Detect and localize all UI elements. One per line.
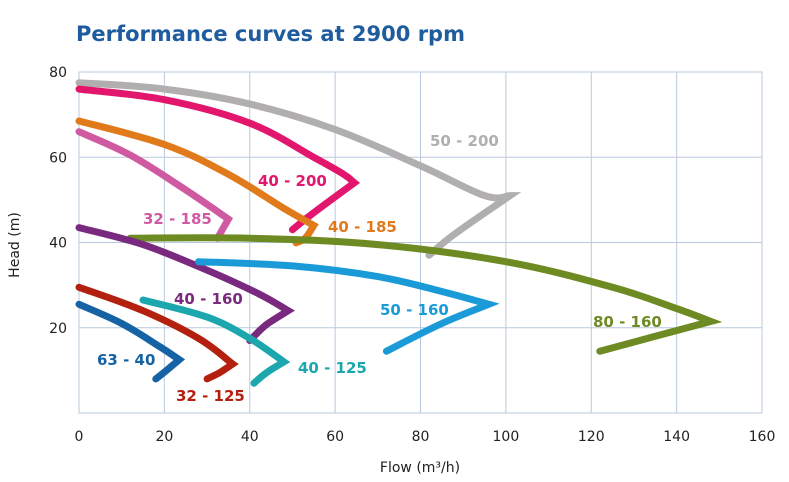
series-line-32-125 <box>75 283 239 383</box>
series-line-80-160 <box>126 234 723 355</box>
y-axis-label: Head (m) <box>7 212 23 278</box>
x-tick-label: 60 <box>326 429 344 445</box>
grid <box>78 71 763 414</box>
x-tick-label: 0 <box>75 429 84 445</box>
x-tick-label: 140 <box>663 429 690 445</box>
series-labels: 50 - 200 40 - 200 40 - 185 32 - 185 80 - 160… <box>97 132 662 405</box>
series-label-80-160: 80 - 160 <box>593 313 662 331</box>
series-line-40-125 <box>139 296 291 387</box>
series-label-40-185: 40 - 185 <box>328 218 397 236</box>
x-tick-label: 40 <box>241 429 259 445</box>
y-tick-label: 40 <box>49 236 67 252</box>
series-line-40-200 <box>75 85 361 234</box>
x-tick-label: 80 <box>412 429 430 445</box>
tick-labels: 0 20 40 60 80 100 120 140 160 20 40 60 80 <box>49 65 775 445</box>
series-label-63-40: 63 - 40 <box>97 351 155 369</box>
series-label-40-160: 40 - 160 <box>174 290 243 308</box>
series-label-32-125: 32 - 125 <box>176 387 245 405</box>
x-tick-label: 100 <box>493 429 520 445</box>
y-tick-label: 80 <box>49 65 67 81</box>
series-line-63-40 <box>75 300 186 383</box>
series-label-40-200: 40 - 200 <box>258 172 327 190</box>
y-tick-label: 60 <box>49 150 67 166</box>
x-tick-label: 20 <box>155 429 173 445</box>
series-label-50-160: 50 - 160 <box>380 301 449 319</box>
series-label-40-125: 40 - 125 <box>298 359 367 377</box>
y-tick-label: 20 <box>49 321 67 337</box>
series-layer <box>75 79 723 387</box>
chart-title: Performance curves at 2900 rpm <box>76 22 465 46</box>
x-tick-label: 160 <box>749 429 776 445</box>
series-line-40-160 <box>75 224 296 344</box>
series-label-50-200: 50 - 200 <box>430 132 499 150</box>
series-line-50-200 <box>75 79 522 259</box>
series-line-50-160 <box>195 258 500 355</box>
x-axis-label: Flow (m³/h) <box>380 460 460 476</box>
series-label-32-185: 32 - 185 <box>143 210 212 228</box>
x-tick-label: 120 <box>578 429 605 445</box>
